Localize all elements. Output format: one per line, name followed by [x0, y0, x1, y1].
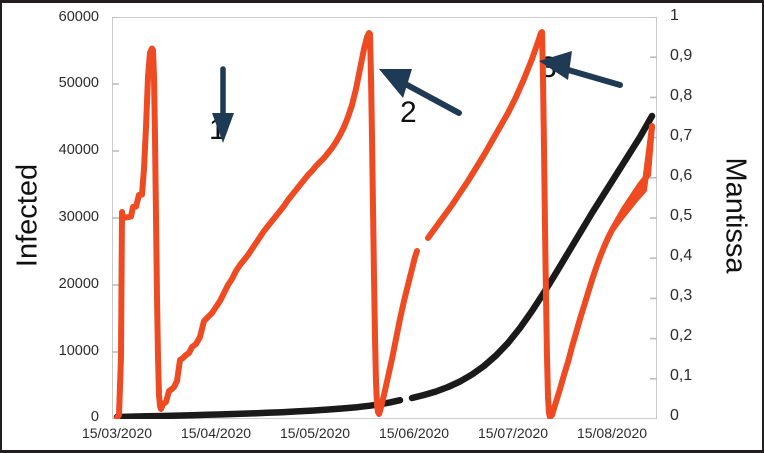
right-tick-label: 0,7: [670, 127, 693, 144]
chart-svg: [112, 17, 657, 419]
x-tick-label: 15/05/2020: [279, 425, 351, 441]
annotation-arrow-1: [212, 66, 234, 143]
right-tick-label: 0,6: [670, 167, 693, 184]
right-tick-label: 0,9: [670, 47, 693, 64]
annotation-arrow-2: [379, 69, 462, 116]
x-tick-label: 15/04/2020: [180, 425, 252, 441]
plot-area: [112, 17, 657, 419]
annotation-arrow-3: [539, 51, 623, 88]
right-tick-label: 0,4: [670, 247, 693, 264]
x-tick-label: 15/07/2020: [477, 425, 549, 441]
left-tick-label: 10000: [58, 343, 99, 359]
left-axis-title: Infected: [2, 3, 60, 450]
left-tick-label: 30000: [58, 209, 99, 225]
x-tick-label: 15/06/2020: [378, 425, 450, 441]
left-tick-label: 60000: [58, 9, 99, 25]
right-tick-label: 0,1: [670, 367, 693, 384]
mantissa-series-segment-a: [113, 396, 404, 419]
left-tick-label: 20000: [58, 276, 99, 292]
left-axis-ticks: [112, 17, 119, 353]
infected-series-tail: [609, 124, 655, 233]
left-tick-label: 50000: [58, 75, 99, 91]
right-tick-label: 1: [670, 7, 679, 24]
infected-series-segment-a: [114, 30, 420, 419]
right-tick-label: 0: [670, 407, 679, 424]
left-tick-label: 0: [90, 409, 99, 425]
annotation-label-2: 2: [400, 96, 417, 129]
left-tick-label: 40000: [58, 142, 99, 158]
right-tick-label: 0,5: [670, 207, 693, 224]
mantissa-series-segment-b: [408, 112, 656, 402]
right-tick-label: 0,2: [670, 327, 693, 344]
right-axis-ticks: [650, 17, 657, 380]
x-tick-label: 15/03/2020: [81, 425, 153, 441]
right-tick-label: 0,8: [670, 87, 693, 104]
right-axis-title: Mantissa: [706, 3, 762, 450]
x-tick-label: 15/08/2020: [576, 425, 648, 441]
right-tick-label: 0,3: [670, 287, 693, 304]
